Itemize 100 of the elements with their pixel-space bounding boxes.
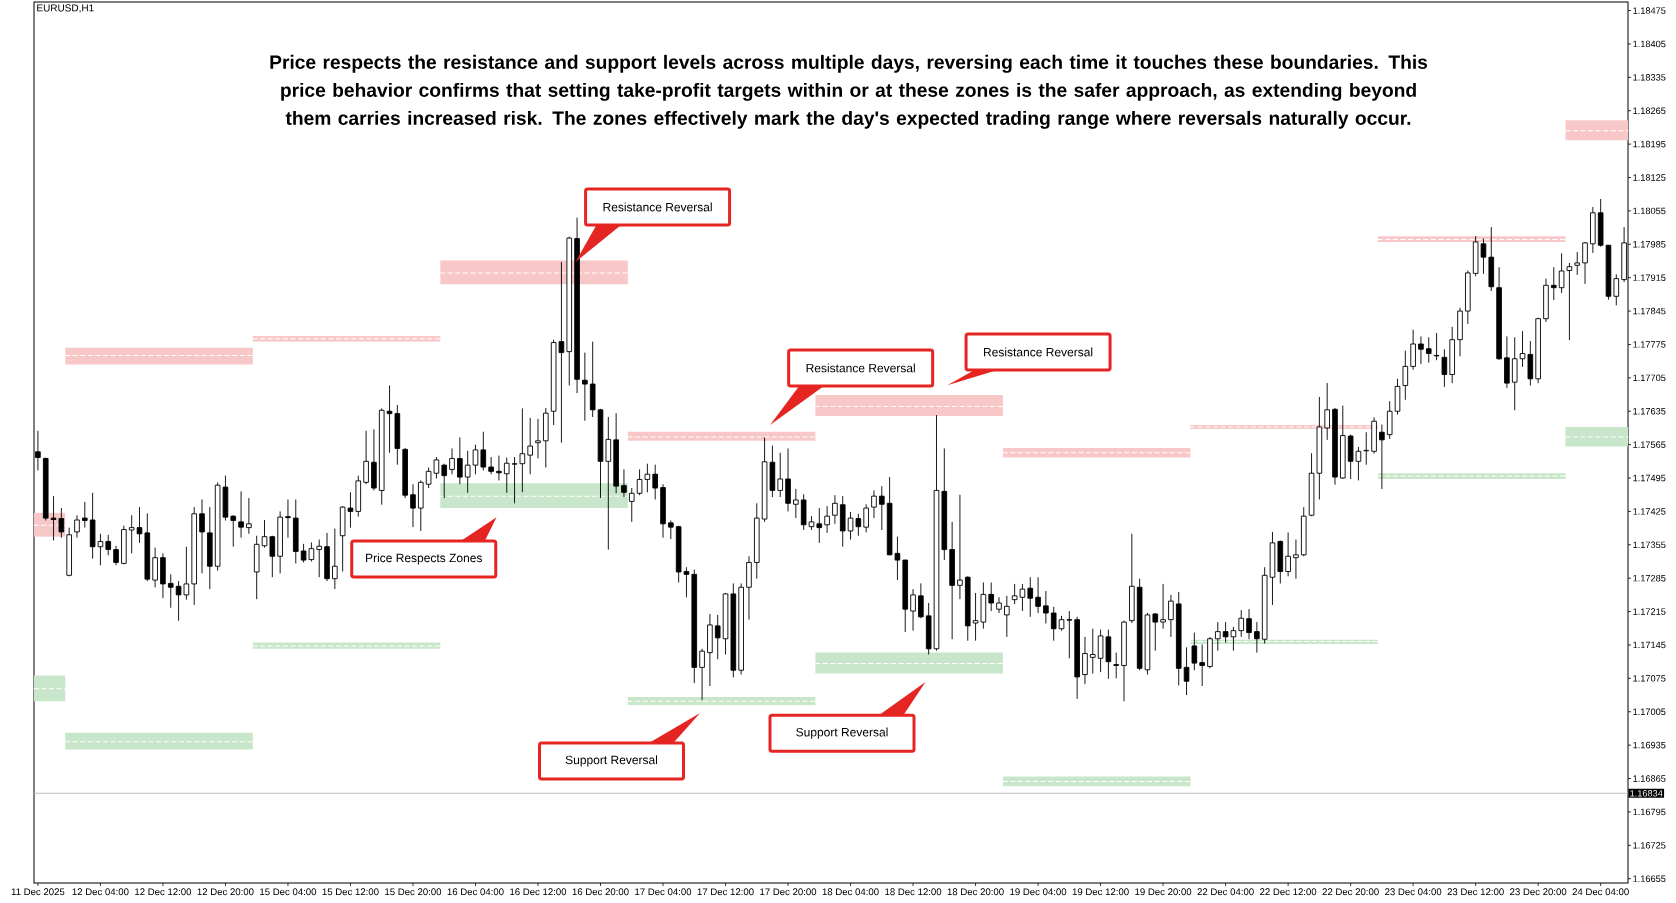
y-tick-label: 1.17145	[1633, 641, 1666, 649]
annotation: EURUSD,H1	[37, 4, 94, 13]
candlestick	[668, 520, 674, 540]
candlestick	[74, 514, 80, 539]
candlestick	[410, 483, 416, 528]
candlestick	[1293, 539, 1299, 580]
x-tick-label: 23 Dec 12:00	[1447, 888, 1504, 896]
x-tick-label: 11 Dec 2025	[11, 888, 65, 896]
x-tick-label: 12 Dec 12:00	[135, 888, 192, 896]
candlestick	[332, 528, 338, 590]
candlestick	[1433, 332, 1440, 361]
x-tick-label: 17 Dec 12:00	[697, 888, 754, 896]
candlestick	[1613, 273, 1620, 306]
candlestick	[1168, 594, 1174, 638]
candlestick	[1199, 644, 1205, 687]
x-tick-label: 17 Dec 20:00	[760, 888, 817, 896]
annotation: Support Reversal	[796, 727, 888, 739]
candlestick	[621, 468, 627, 498]
y-tick-label: 1.17915	[1633, 274, 1666, 281]
candlestick	[167, 573, 174, 609]
y-tick-label: 1.17215	[1633, 608, 1666, 615]
y-tick-label: 1.18405	[1633, 40, 1666, 48]
x-tick-label: 15 Dec 20:00	[385, 888, 442, 896]
x-tick-label: 19 Dec 04:00	[1010, 888, 1067, 896]
x-tick-label: 23 Dec 04:00	[1385, 888, 1442, 896]
x-tick-label: 22 Dec 12:00	[1260, 888, 1317, 896]
candlestick	[457, 437, 463, 485]
y-tick-label: 1.17005	[1633, 708, 1666, 716]
x-tick-label: 23 Dec 20:00	[1510, 888, 1567, 896]
candlestick	[1410, 329, 1416, 371]
x-tick-label: 17 Dec 04:00	[635, 888, 692, 896]
text: Price respects the resistance and support levels across multiple days, reversing each time it touches these boundaries. This price behavior confirms that setting take-profit targets within or at these zones is the safer approach, as extending beyond them carries increased risk. The zones effectively mark the day's expected trading range where reversals naturally occur.	[270, 54, 1428, 129]
x-tick-label: 18 Dec 12:00	[885, 888, 942, 896]
candlestick	[1386, 400, 1393, 440]
candlestick	[1183, 646, 1190, 696]
x-tick-label: 22 Dec 04:00	[1197, 888, 1254, 896]
candlestick	[1191, 632, 1198, 671]
candlestick	[1152, 612, 1159, 652]
y-tick-label: 1.18125	[1633, 174, 1666, 181]
y-tick-label: 1.16865	[1633, 775, 1666, 782]
x-tick-label: 22 Dec 20:00	[1322, 888, 1379, 896]
y-tick-label: 1.16725	[1633, 842, 1666, 849]
candlestick	[1550, 266, 1557, 301]
candlestick	[230, 514, 237, 548]
annotation: Resistance Reversal	[984, 347, 1093, 357]
y-tick-label: 1.17495	[1633, 474, 1666, 482]
y-tick-label: 1.18475	[1633, 7, 1666, 14]
candlestick	[988, 582, 994, 612]
candlestick	[918, 582, 924, 619]
candlestick	[136, 506, 143, 544]
candlestick	[82, 501, 88, 529]
candlestick	[1402, 350, 1409, 401]
y-tick-label: 1.17705	[1633, 374, 1666, 382]
candlestick	[488, 456, 494, 475]
x-tick-label: 12 Dec 04:00	[72, 888, 129, 896]
x-tick-label: 15 Dec 12:00	[322, 888, 379, 896]
candlestick	[527, 417, 533, 475]
candlestick	[1238, 609, 1245, 638]
annotation: Resistance Reversal	[603, 202, 712, 212]
candlestick	[816, 507, 823, 544]
candlestick	[652, 464, 658, 500]
candlestick	[777, 452, 784, 498]
y-tick-label: 1.17285	[1633, 574, 1666, 582]
candlestick	[793, 488, 799, 519]
candlestick	[128, 514, 135, 554]
y-tick-label: 1.17985	[1633, 241, 1666, 248]
candlestick	[1246, 608, 1252, 640]
candlestick	[1027, 576, 1034, 618]
candlestick	[113, 545, 119, 566]
annotation: Resistance Reversal	[806, 363, 915, 373]
y-tick-label: 1.17635	[1633, 407, 1666, 415]
candlestick	[1511, 336, 1518, 411]
candlestick	[957, 494, 963, 600]
candlestick	[824, 505, 830, 534]
candlestick	[1089, 628, 1096, 675]
candlestick	[199, 499, 205, 574]
candlestick	[1160, 583, 1166, 630]
candlestick	[480, 431, 487, 471]
y-tick-label: 1.18335	[1633, 74, 1666, 81]
y-tick-label: 1.18265	[1633, 107, 1666, 114]
y-tick-label: 1.16795	[1633, 808, 1666, 816]
candlestick	[714, 614, 721, 660]
candlestick	[535, 418, 541, 459]
candlestick	[871, 489, 877, 519]
candlestick	[1043, 590, 1049, 624]
candlestick	[863, 503, 869, 533]
x-tick-label: 18 Dec 20:00	[947, 888, 1004, 896]
y-tick-label: 1.18195	[1633, 140, 1666, 148]
candlestick	[582, 352, 588, 422]
candlestick	[1082, 636, 1088, 685]
candlestick	[1582, 241, 1588, 285]
y-tick-label: 1.18055	[1633, 207, 1666, 215]
ref-line-label: 1.16834	[1630, 790, 1663, 797]
candlestick	[316, 539, 323, 578]
candlestick	[363, 430, 369, 485]
candlestick	[105, 534, 112, 556]
candlestick	[1285, 531, 1291, 577]
x-tick-label: 16 Dec 04:00	[447, 888, 504, 896]
candlestick	[910, 588, 916, 632]
candlestick	[441, 463, 448, 499]
